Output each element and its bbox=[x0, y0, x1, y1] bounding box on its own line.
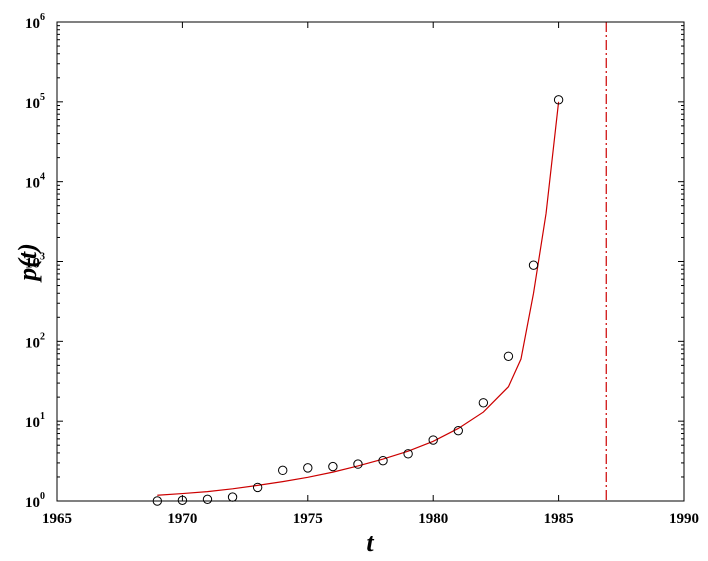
y-tick-exponent: 0 bbox=[40, 491, 45, 502]
data-point bbox=[403, 449, 413, 459]
x-tick-label: 1990 bbox=[669, 511, 699, 527]
y-tick-base: 10 bbox=[25, 96, 40, 112]
x-tick-label: 1970 bbox=[167, 511, 197, 527]
y-tick-exponent: 5 bbox=[40, 92, 45, 103]
x-tick-label: 1965 bbox=[42, 511, 72, 527]
fit-curve bbox=[157, 101, 560, 496]
data-point bbox=[278, 465, 288, 476]
data-point bbox=[227, 492, 238, 502]
data-point bbox=[252, 482, 263, 493]
x-axis-label: t bbox=[366, 528, 374, 557]
data-point bbox=[528, 260, 539, 270]
y-tick-exponent: 1 bbox=[40, 411, 45, 422]
ticks-layer bbox=[56, 21, 685, 502]
y-tick-label: 103 bbox=[25, 252, 45, 272]
data-point bbox=[428, 435, 438, 445]
x-tick-label: 1985 bbox=[544, 511, 574, 527]
y-tick-base: 10 bbox=[25, 176, 40, 192]
y-tick-label: 104 bbox=[25, 172, 45, 192]
data-point bbox=[378, 455, 388, 466]
y-tick-label: 101 bbox=[25, 411, 45, 431]
x-tick-labels: 1965 1970 1975 1980 1985 1990 bbox=[42, 511, 699, 527]
data-point bbox=[202, 494, 213, 505]
y-tick-exponent: 2 bbox=[40, 331, 45, 342]
data-point bbox=[478, 398, 489, 408]
data-points-layer bbox=[152, 95, 564, 506]
data-point bbox=[328, 461, 338, 472]
y-tick-base: 10 bbox=[25, 415, 40, 431]
y-tick-base: 10 bbox=[25, 16, 40, 32]
y-tick-label: 106 bbox=[25, 12, 45, 32]
y-tick-exponent: 6 bbox=[40, 12, 45, 23]
y-tick-exponent: 3 bbox=[40, 252, 45, 263]
data-point bbox=[553, 95, 564, 105]
y-tick-exponent: 4 bbox=[40, 172, 45, 183]
y-tick-label: 105 bbox=[25, 92, 45, 112]
data-point bbox=[353, 459, 363, 469]
fit-curve-layer bbox=[157, 101, 560, 496]
data-point bbox=[303, 463, 313, 473]
y-tick-base: 10 bbox=[25, 256, 40, 272]
x-tick-label: 1980 bbox=[418, 511, 448, 527]
data-point bbox=[453, 425, 463, 436]
data-point bbox=[503, 351, 514, 361]
plot-frame bbox=[56, 21, 685, 502]
y-tick-base: 10 bbox=[25, 335, 40, 351]
y-axis-label: p(t) bbox=[13, 243, 42, 283]
y-tick-label: 100 bbox=[25, 491, 45, 511]
y-tick-label: 102 bbox=[25, 331, 45, 351]
y-tick-base: 10 bbox=[25, 495, 40, 511]
x-tick-label: 1975 bbox=[293, 511, 323, 527]
